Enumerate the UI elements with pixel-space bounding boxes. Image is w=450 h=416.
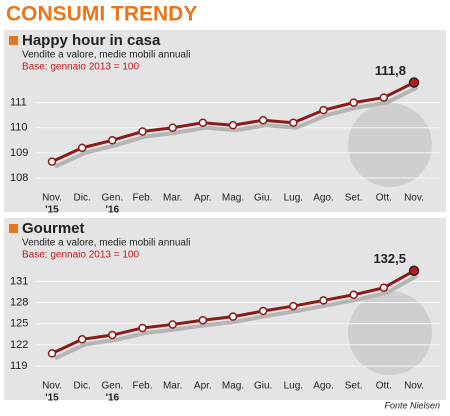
point [168,123,177,132]
x-tick-label: Set. [345,193,363,204]
point [198,118,208,127]
point [198,315,208,325]
x-tick-label: Dic. [74,381,91,392]
point [258,115,268,125]
illustration-bg [348,103,432,187]
base-note: Base: gennaio 2013 = 100 [22,62,139,73]
y-tick-label: 125 [10,318,28,330]
x-tick-label: Giu. [254,381,272,392]
point [289,301,298,311]
point [379,283,389,292]
title-bullet [9,224,18,233]
point [349,98,358,107]
x-tick-label: Set. [345,381,363,392]
year-label: '15 [45,205,59,216]
y-tick-label: 119 [10,360,28,372]
point [408,265,420,277]
x-tick-label: Nov. [404,193,424,204]
point [77,143,87,153]
point [319,105,328,115]
y-tick-label: 128 [10,296,28,308]
x-tick-label: Feb. [132,381,152,392]
point [379,93,389,102]
subtitle: Vendite a valore, medie mobili annuali [22,238,190,249]
source: Fonte Nielsen [384,400,440,410]
point [108,330,117,340]
y-tick-label: 111 [10,97,27,109]
point [47,349,57,358]
y-tick-label: 110 [10,122,28,134]
year-label: '16 [106,205,120,216]
x-tick-label: Gen. [101,381,123,392]
point [319,296,328,305]
point [228,120,238,130]
point [138,323,147,333]
point [228,312,238,321]
x-tick-label: Ott. [376,381,392,392]
x-tick-label: Nov. [42,193,62,204]
point [289,118,298,127]
x-tick-label: Mag. [222,381,244,392]
x-tick-label: Ago. [313,381,334,392]
x-tick-label: Mar. [163,193,182,204]
x-tick-label: Dic. [74,193,91,204]
point [77,335,87,344]
x-tick-label: Nov. [404,381,424,392]
x-tick-label: Nov. [42,381,62,392]
illustration-bg [348,291,432,375]
y-tick-label: 109 [10,147,28,159]
x-tick-label: Giu. [254,193,272,204]
point [408,77,420,88]
value-label: 132,5 [373,251,406,266]
x-tick-label: Mag. [222,193,244,204]
panel-title: Happy hour in casa [22,32,161,49]
x-tick-label: Mar. [163,381,182,392]
subtitle: Vendite a valore, medie mobili annuali [22,50,190,61]
x-tick-label: Gen. [101,193,123,204]
y-tick-label: 108 [10,172,28,184]
x-tick-label: Ott. [376,193,392,204]
point [349,290,358,300]
line-shadow [54,274,418,361]
x-tick-label: Apr. [194,193,212,204]
x-tick-label: Lug. [284,381,303,392]
x-tick-label: Ago. [313,193,334,204]
point [108,136,117,145]
year-label: '16 [106,393,120,404]
line-shadow [54,85,418,169]
point [168,320,177,329]
x-tick-label: Apr. [194,381,212,392]
y-tick-label: 131 [10,275,28,287]
value-label: 111,8 [375,63,406,78]
panel-title: Gourmet [22,220,85,237]
title-bullet [9,36,18,45]
point [47,157,57,166]
y-tick-label: 122 [10,339,28,351]
point [138,127,147,136]
x-tick-label: Lug. [284,193,303,204]
x-tick-label: Feb. [132,193,152,204]
point [258,306,268,316]
year-label: '15 [45,393,59,404]
header: CONSUMI TRENDY [6,3,197,26]
base-note: Base: gennaio 2013 = 100 [22,250,139,261]
